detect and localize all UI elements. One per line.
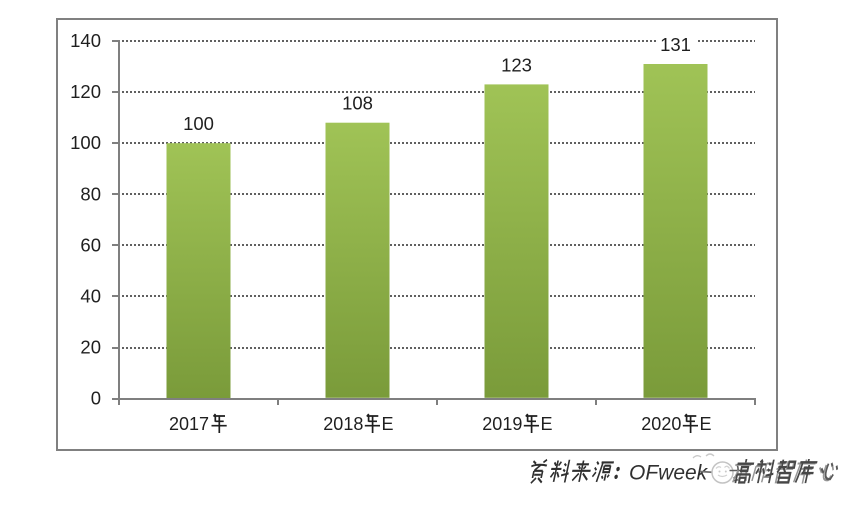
svg-text:E: E xyxy=(541,414,553,434)
svg-text:E: E xyxy=(382,414,394,434)
svg-text:2020: 2020 xyxy=(641,414,681,434)
svg-text:140: 140 xyxy=(70,30,101,51)
svg-text:2018: 2018 xyxy=(323,414,363,434)
svg-text:2019: 2019 xyxy=(482,414,522,434)
svg-text:OFweek: OFweek xyxy=(629,462,709,485)
svg-text:20: 20 xyxy=(80,337,101,358)
svg-text:108: 108 xyxy=(342,93,373,114)
svg-text:123: 123 xyxy=(501,54,532,75)
svg-text:E: E xyxy=(700,414,712,434)
svg-text:60: 60 xyxy=(80,234,101,255)
svg-text:2017: 2017 xyxy=(169,414,209,434)
svg-text:80: 80 xyxy=(80,183,101,204)
svg-text:100: 100 xyxy=(70,132,101,153)
svg-text:0: 0 xyxy=(91,388,101,409)
svg-text:131: 131 xyxy=(660,34,691,55)
svg-text:40: 40 xyxy=(80,285,101,306)
svg-text:100: 100 xyxy=(183,113,214,134)
svg-text:120: 120 xyxy=(70,81,101,102)
